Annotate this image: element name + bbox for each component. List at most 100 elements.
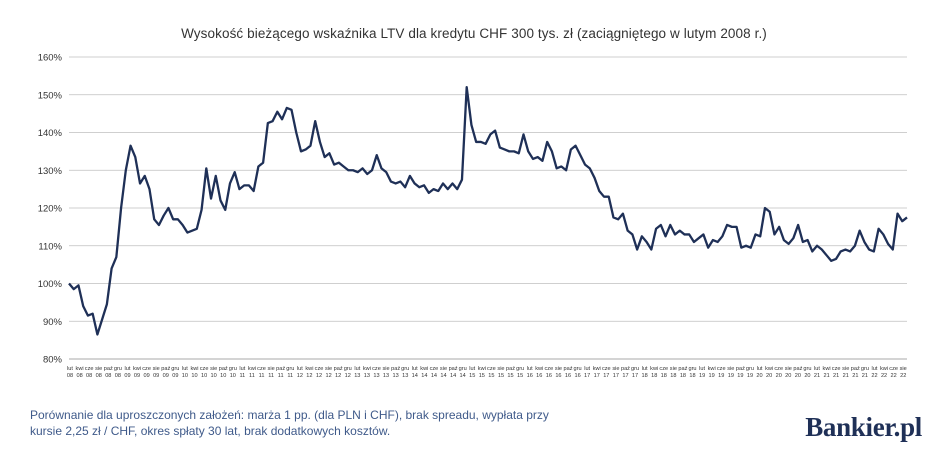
- y-tick-label: 140%: [38, 128, 63, 139]
- x-tick-label: cze 12: [315, 366, 324, 379]
- x-tick-label: paź 20: [793, 366, 802, 379]
- x-tick-label: kwi 16: [535, 366, 543, 379]
- x-tick-label: lut 19: [699, 366, 706, 379]
- x-tick-label: gru 20: [803, 366, 811, 379]
- x-tick-label: paź 15: [506, 366, 515, 379]
- x-tick-label: paź 19: [736, 366, 745, 379]
- y-axis-ticks: 80% 90% 100% 110% 120% 130% 140% 150% 160%: [38, 53, 63, 366]
- x-tick-label: lut 20: [756, 366, 763, 379]
- x-tick-label: lut 14: [412, 366, 419, 379]
- x-tick-label: lut 11: [239, 366, 245, 379]
- x-tick-label: sie 18: [670, 366, 677, 379]
- y-tick-label: 120%: [38, 204, 63, 215]
- x-tick-label: cze 13: [372, 366, 381, 379]
- x-tick-label: paź 09: [161, 366, 170, 379]
- x-tick-label: cze 16: [544, 366, 553, 379]
- x-tick-label: gru 21: [861, 366, 869, 379]
- x-tick-label: sie 14: [440, 366, 447, 379]
- x-tick-label: lut 09: [124, 366, 131, 379]
- chart-title: Wysokość bieżącego wskaźnika LTV dla kre…: [181, 26, 767, 41]
- x-tick-label: gru 16: [574, 366, 582, 379]
- x-tick-label: cze 20: [774, 366, 783, 379]
- x-tick-label: sie 10: [210, 366, 217, 379]
- x-tick-label: sie 21: [842, 366, 849, 379]
- x-tick-label: gru 19: [746, 366, 754, 379]
- x-tick-label: cze 17: [602, 366, 611, 379]
- x-tick-label: paź 12: [334, 366, 343, 379]
- x-tick-label: paź 17: [621, 366, 630, 379]
- x-tick-label: sie 22: [900, 366, 907, 379]
- x-tick-label: paź 14: [449, 366, 458, 379]
- x-tick-label: lut 15: [469, 366, 476, 379]
- y-tick-label: 110%: [38, 241, 62, 252]
- x-tick-label: paź 11: [276, 366, 285, 379]
- x-tick-label: kwi 22: [880, 366, 888, 379]
- x-tick-label: kwi 15: [478, 366, 486, 379]
- x-tick-label: gru 15: [516, 366, 524, 379]
- x-tick-label: lut 21: [814, 366, 821, 379]
- x-tick-label: lut 13: [354, 366, 361, 379]
- x-tick-label: sie 17: [612, 366, 619, 379]
- x-tick-label: gru 09: [171, 366, 179, 379]
- x-tick-label: paź 18: [678, 366, 687, 379]
- x-tick-label: sie 11: [268, 366, 275, 379]
- x-tick-label: lut 18: [642, 366, 649, 379]
- x-tick-label: lut 12: [297, 366, 304, 379]
- x-tick-label: kwi 18: [650, 366, 658, 379]
- x-tick-label: kwi 11: [248, 366, 256, 379]
- y-tick-label: 90%: [43, 317, 63, 328]
- x-tick-label: kwi 17: [593, 366, 601, 379]
- ltv-series-line: [68, 86, 908, 336]
- x-tick-label: gru 17: [631, 366, 639, 379]
- x-tick-label: lut 17: [584, 366, 591, 379]
- x-tick-label: gru 10: [229, 366, 237, 379]
- x-tick-label: sie 09: [153, 366, 160, 379]
- x-tick-label: cze 11: [257, 366, 266, 379]
- x-tick-label: kwi 13: [363, 366, 371, 379]
- x-tick-label: sie 15: [497, 366, 504, 379]
- y-tick-label: 80%: [43, 355, 63, 366]
- y-tick-label: 160%: [38, 53, 63, 64]
- x-tick-label: kwi 10: [190, 366, 198, 379]
- x-tick-label: paź 21: [851, 366, 860, 379]
- x-tick-label: lut 08: [67, 366, 74, 379]
- x-tick-label: gru 11: [286, 366, 294, 379]
- x-tick-label: kwi 08: [76, 366, 84, 379]
- x-tick-label: gru 12: [344, 366, 352, 379]
- x-tick-label: cze 09: [142, 366, 151, 379]
- x-tick-label: gru 13: [401, 366, 409, 379]
- x-tick-label: cze 08: [85, 366, 94, 379]
- x-tick-label: cze 21: [832, 366, 841, 379]
- x-tick-label: kwi 14: [420, 366, 428, 379]
- x-tick-label: gru 08: [114, 366, 122, 379]
- x-tick-label: sie 19: [727, 366, 734, 379]
- series-group: [68, 86, 908, 336]
- x-tick-label: sie 20: [785, 366, 792, 379]
- x-tick-label: gru 18: [688, 366, 696, 379]
- x-tick-label: lut 10: [182, 366, 189, 379]
- x-tick-label: cze 14: [430, 366, 439, 379]
- footnote: Porównanie dla uproszczonych założeń: ma…: [30, 408, 650, 439]
- ltv-line-chart: 80% 90% 100% 110% 120% 130% 140% 150% 160% lut 08…: [38, 53, 908, 379]
- bankier-logo: Bankier.pl: [805, 412, 922, 442]
- x-tick-label: cze 19: [717, 366, 726, 379]
- x-tick-label: sie 16: [555, 366, 562, 379]
- x-tick-label: sie 08: [95, 366, 102, 379]
- x-tick-label: paź 08: [104, 366, 113, 379]
- footnote-line-2: kursie 2,25 zł / CHF, okres spłaty 30 la…: [30, 423, 391, 438]
- y-tick-label: 130%: [38, 166, 63, 177]
- x-tick-label: kwi 12: [305, 366, 313, 379]
- x-tick-label: cze 22: [889, 366, 898, 379]
- x-tick-label: kwi 21: [823, 366, 831, 379]
- y-tick-label: 150%: [38, 90, 63, 101]
- x-tick-label: sie 12: [325, 366, 332, 379]
- x-tick-label: lut 22: [871, 366, 878, 379]
- x-tick-label: cze 10: [200, 366, 209, 379]
- x-tick-label: cze 18: [659, 366, 668, 379]
- footnote-line-1: Porównanie dla uproszczonych założeń: ma…: [30, 408, 549, 422]
- y-tick-label: 100%: [38, 279, 63, 290]
- x-tick-label: paź 16: [563, 366, 572, 379]
- x-tick-label: lut 16: [527, 366, 534, 379]
- x-tick-label: kwi 20: [765, 366, 773, 379]
